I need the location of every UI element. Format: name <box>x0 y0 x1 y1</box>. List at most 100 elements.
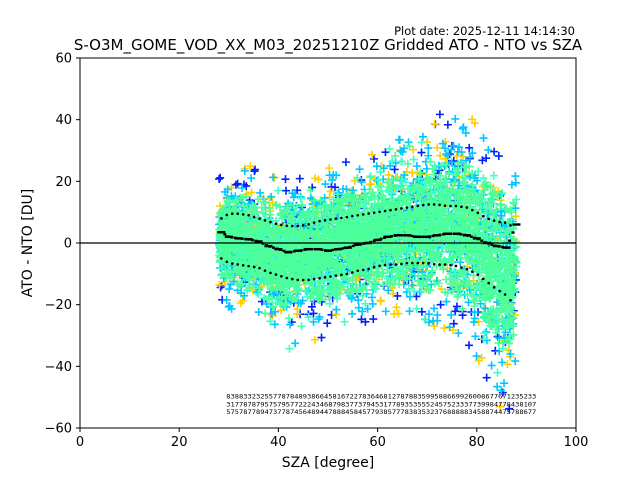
scatter-point-cyan-green <box>325 299 334 308</box>
scatter-point-mint <box>380 228 389 237</box>
scatter-point-cyan-green <box>420 315 429 324</box>
scatter-point-mint <box>259 197 268 206</box>
scatter-point-mint <box>494 292 503 301</box>
mean-line-segment <box>372 239 376 243</box>
scatter-point-mint <box>489 306 498 315</box>
scatter-point-mint <box>435 210 444 219</box>
mean-line-segment <box>407 234 411 237</box>
scatter-point-mint <box>349 223 358 232</box>
scatter-point-mint <box>224 216 233 225</box>
scatter-point-mint <box>489 211 498 220</box>
scatter-point-mint <box>418 279 427 288</box>
scatter-point-mint <box>261 309 270 318</box>
scatter-point-mint <box>483 221 492 230</box>
scatter-point-yellow <box>470 119 479 128</box>
scatter-point-mint <box>475 294 484 303</box>
scatter-point-mint <box>346 209 355 218</box>
scatter-point-mint <box>284 314 293 323</box>
scatter-point-mint <box>414 192 423 201</box>
mean-line-segment <box>334 248 338 251</box>
mean-line-segment <box>428 235 432 238</box>
scatter-point-mint <box>333 282 342 291</box>
scatter-point-mint <box>504 335 513 344</box>
scatter-point-mint <box>454 290 463 299</box>
scatter-point-mint <box>510 254 519 263</box>
scatter-point-mint <box>415 222 424 231</box>
scatter-point-cyan-green <box>254 195 263 204</box>
scatter-point-mint <box>350 231 359 240</box>
scatter-point-cyan-green <box>409 155 418 164</box>
scatter-point-mint <box>419 252 428 261</box>
mean-line-segment <box>268 245 272 248</box>
scatter-point-mint <box>310 231 319 240</box>
mean-line-segment <box>251 238 255 242</box>
scatter-point-light-blue <box>328 176 337 185</box>
scatter-point-mint <box>244 271 253 280</box>
scatter-point-mint <box>281 272 290 281</box>
scatter-point-mint <box>449 253 458 262</box>
mean-line-segment <box>271 246 275 249</box>
scatter-point-cyan-green <box>274 186 283 195</box>
scatter-point-dark-blue <box>281 175 290 184</box>
scatter-point-mint <box>463 290 472 299</box>
scatter-point-cyan-green <box>397 157 406 166</box>
scatter-point-mint <box>240 265 249 274</box>
scatter-point-yellow <box>430 120 439 129</box>
scatter-point-mint <box>231 223 240 232</box>
scatter-point-mint <box>369 282 378 291</box>
scatter-point-dark-blue <box>233 179 242 188</box>
scatter-point-mint <box>380 254 389 263</box>
scatter-point-mint <box>217 271 226 280</box>
mean-line-segment <box>389 235 393 238</box>
scatter-point-mint <box>343 255 352 264</box>
scatter-point-light-blue <box>445 323 454 332</box>
scatter-point-mint <box>363 253 372 262</box>
scatter-point-mint <box>490 209 499 218</box>
scatter-point-mint <box>406 270 415 279</box>
scatter-point-mint <box>393 267 402 276</box>
scatter-point-yellow <box>408 168 417 177</box>
scatter-point-mint <box>218 221 227 230</box>
mean-line-segment <box>282 249 286 253</box>
scatter-point-light-blue <box>459 123 468 132</box>
scatter-point-mint <box>299 233 308 242</box>
scatter-point-mint <box>421 263 430 272</box>
scatter-point-mint <box>337 195 346 204</box>
scatter-point-mint <box>390 208 399 217</box>
scatter-point-yellow <box>293 305 302 314</box>
scatter-point-dark-blue <box>216 173 225 182</box>
scatter-point-mint <box>488 199 497 208</box>
scatter-point-mint <box>506 265 515 274</box>
scatter-point-light-blue <box>507 180 516 189</box>
scatter-point-light-blue <box>357 177 366 186</box>
mean-line-segment <box>424 235 428 239</box>
scatter-point-light-blue <box>291 339 300 348</box>
scatter-point-mint <box>243 223 252 232</box>
scatter-point-mint <box>426 243 435 252</box>
scatter-point-mint <box>318 250 327 259</box>
scatter-point-cyan-green <box>412 304 421 313</box>
scatter-point-dark-blue <box>390 165 399 174</box>
scatter-point-yellow <box>247 188 256 197</box>
scatter-point-mint <box>308 284 317 293</box>
scatter-point-dark-blue <box>449 319 458 328</box>
scatter-point-mint <box>466 281 475 290</box>
mean-line-segment <box>275 247 279 250</box>
scatter-point-light-blue <box>363 304 372 313</box>
scatter-point-mint <box>437 219 446 228</box>
scatter-point-dark-blue <box>451 307 460 316</box>
scatter-point-mint <box>345 232 354 241</box>
scatter-point-mint <box>288 214 297 223</box>
scatter-point-mint <box>390 248 399 257</box>
mean-line-segment <box>344 246 348 250</box>
scatter-point-mint <box>251 203 260 212</box>
scatter-point-mint <box>460 177 469 186</box>
scatter-point-light-blue <box>405 307 414 316</box>
scatter-point-yellow <box>496 402 505 411</box>
scatter-point-mint <box>366 269 375 278</box>
scatter-point-mint <box>294 285 303 294</box>
scatter-point-mint <box>307 289 316 298</box>
mean-line-segment <box>292 250 296 253</box>
scatter-point-light-blue <box>461 128 470 137</box>
scatter-point-mint <box>428 266 437 275</box>
